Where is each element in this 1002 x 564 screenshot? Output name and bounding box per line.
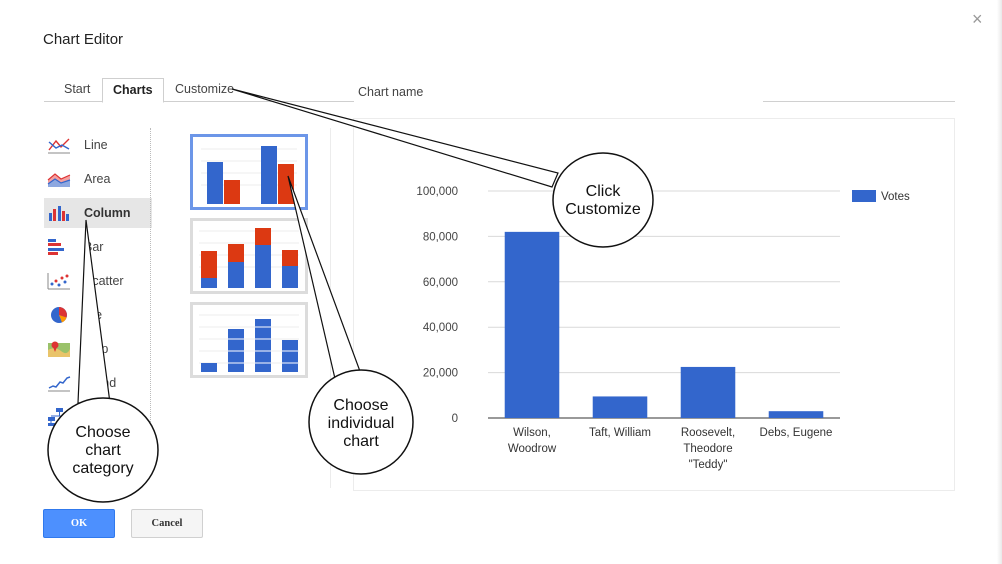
org-chart-icon (46, 407, 72, 427)
bar-chart-icon (46, 237, 72, 257)
callout-line: category (72, 460, 134, 477)
map-chart-icon (46, 339, 72, 359)
tab-charts[interactable]: Charts (102, 78, 164, 103)
category-pie[interactable]: Pie (44, 298, 152, 332)
category-map[interactable]: Map (44, 332, 152, 366)
category-line[interactable]: Line (44, 128, 152, 162)
pie-chart-icon (46, 305, 72, 325)
x-tick-label: Taft, William (589, 427, 651, 439)
y-tick-label: 40,000 (423, 322, 458, 334)
bar (504, 231, 560, 418)
category-label: Area (84, 172, 111, 186)
tab-customize[interactable]: Customize (175, 82, 235, 96)
column-chart-icon (46, 203, 72, 223)
bar (680, 366, 736, 418)
bar (768, 411, 824, 418)
legend-label: Votes (881, 191, 910, 203)
y-tick-label: 80,000 (423, 231, 458, 243)
chart-name-label: Chart name (358, 85, 424, 99)
category-scatter[interactable]: Scatter (44, 264, 152, 298)
x-tick-label: Theodore (683, 443, 732, 455)
x-tick-label: Debs, Eugene (760, 427, 833, 439)
y-tick-label: 60,000 (423, 277, 458, 289)
callout-line: chart (85, 442, 121, 459)
y-tick-label: 20,000 (423, 368, 458, 380)
category-bar[interactable]: Bar (44, 230, 152, 264)
category-label: Scatter (84, 274, 124, 288)
tab-bar: Start Charts Customize (44, 78, 354, 103)
legend-swatch (852, 190, 876, 202)
scatter-chart-icon (46, 271, 72, 291)
dialog-title: Chart Editor (43, 31, 124, 48)
tab-start[interactable]: Start (64, 82, 91, 96)
x-tick-label: Wilson, (513, 427, 551, 439)
chart-preview: 0 20,000 40,000 60,000 80,000 100,000 Wilson, W… (353, 118, 955, 491)
cancel-button[interactable]: Cancel (131, 509, 203, 538)
x-tick-label: Woodrow (508, 443, 557, 455)
thumbnail-clustered-column[interactable] (190, 134, 308, 210)
category-label: Column (84, 206, 131, 220)
x-tick-label: Roosevelt, (681, 427, 735, 439)
thumbnail-separator (330, 128, 331, 488)
category-label: Trend (84, 376, 117, 390)
chart-category-list: Line Area Column Bar Scatter (44, 128, 152, 434)
x-tick-label: "Teddy" (689, 459, 728, 471)
category-trend[interactable]: Trend (44, 366, 152, 400)
y-tick-label: 0 (452, 413, 458, 425)
category-org[interactable] (44, 400, 152, 434)
area-chart-icon (46, 169, 72, 189)
category-label: Map (84, 342, 109, 356)
chart-name-input[interactable] (763, 78, 955, 102)
category-column[interactable]: Column (44, 198, 152, 228)
trend-chart-icon (46, 373, 72, 393)
thumbnail-single-series-column[interactable] (190, 302, 308, 378)
thumbnail-stacked-column[interactable] (190, 218, 308, 294)
y-tick-label: 100,000 (416, 186, 458, 198)
ok-button[interactable]: OK (43, 509, 115, 538)
category-separator (150, 128, 151, 428)
bar (592, 396, 648, 418)
dialog-edge-shadow (997, 0, 1002, 564)
category-label: Line (84, 138, 108, 152)
votes-column-chart: 0 20,000 40,000 60,000 80,000 100,000 Wilson, W… (416, 186, 910, 471)
close-icon[interactable]: × (972, 9, 983, 29)
category-area[interactable]: Area (44, 162, 152, 196)
category-label: Bar (84, 240, 104, 254)
category-label: Pie (84, 308, 103, 322)
line-chart-icon (46, 135, 72, 155)
